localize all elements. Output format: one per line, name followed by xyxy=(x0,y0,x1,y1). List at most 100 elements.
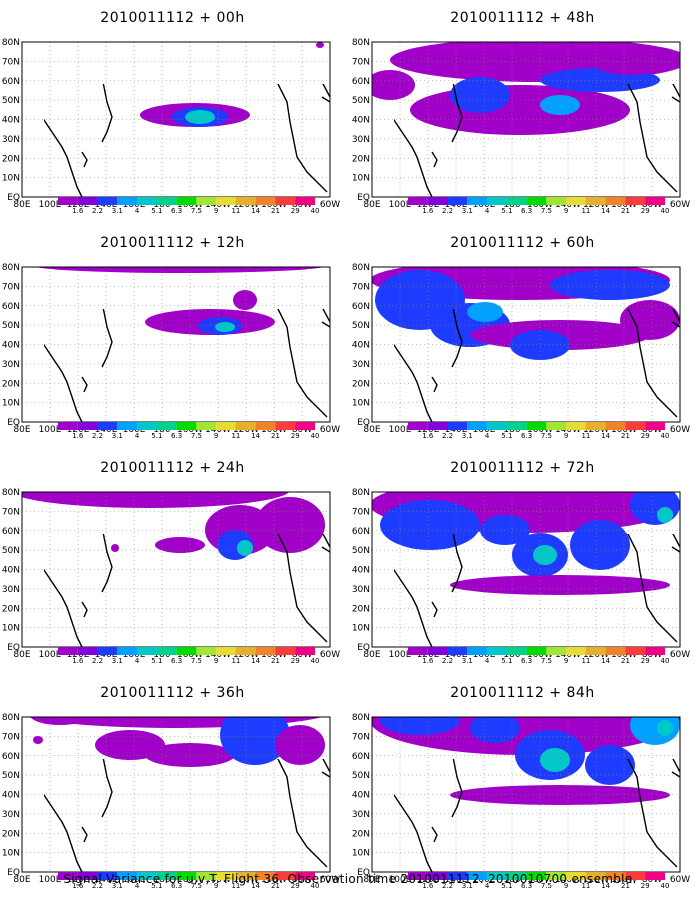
colorbar-swatch xyxy=(255,647,276,655)
colorbar-label: 40 xyxy=(661,207,670,215)
variance-blob xyxy=(533,545,557,565)
lat-tick-label: EQ xyxy=(357,418,370,428)
colorbar-label: 14 xyxy=(601,432,610,440)
colorbar-label: 40 xyxy=(311,657,320,665)
colorbar-swatch xyxy=(156,197,177,205)
colorbar-swatch xyxy=(275,872,296,880)
lon-tick-label: 60W xyxy=(320,200,340,210)
forecast-panel-84h: 2010011112 + 84h80E100E120E140E160E18016… xyxy=(350,675,695,900)
colorbar-label: 4 xyxy=(135,882,140,890)
lat-tick-label: 20N xyxy=(352,154,370,164)
colorbar-label: 5.1 xyxy=(501,657,512,665)
lat-tick-label: EQ xyxy=(7,868,20,878)
colorbar-label: 2.2 xyxy=(442,882,453,890)
lon-tick-label: 60W xyxy=(670,200,690,210)
colorbar-label: 4 xyxy=(485,657,490,665)
lat-tick-label: 60N xyxy=(2,752,20,762)
colorbar-swatch xyxy=(58,872,78,880)
variance-blob xyxy=(111,544,119,552)
colorbar-label: 21 xyxy=(271,432,280,440)
colorbar-swatch xyxy=(117,647,138,655)
colorbar-label: 1.6 xyxy=(422,882,434,890)
colorbar-swatch xyxy=(176,197,197,205)
colorbar-label: 29 xyxy=(641,432,650,440)
coastline xyxy=(44,793,83,873)
colorbar-swatch xyxy=(275,647,296,655)
coastline xyxy=(44,568,83,648)
colorbar-swatch xyxy=(156,422,177,430)
variance-blob xyxy=(590,45,670,75)
colorbar-label: 3.1 xyxy=(112,657,123,665)
colorbar-label: 7.5 xyxy=(191,882,202,890)
coastline xyxy=(321,546,331,553)
colorbar-label: 2.2 xyxy=(92,207,103,215)
colorbar-swatch xyxy=(566,647,586,655)
lat-tick-label: 30N xyxy=(2,360,20,370)
colorbar-swatch xyxy=(77,872,98,880)
colorbar-label: 3.1 xyxy=(112,207,123,215)
colorbar-label: 7.5 xyxy=(541,432,552,440)
colorbar-label: 1.6 xyxy=(422,432,434,440)
colorbar-label: 1.6 xyxy=(422,657,434,665)
lat-tick-label: 10N xyxy=(352,624,370,634)
variance-blob xyxy=(467,302,503,322)
colorbar-swatch xyxy=(97,872,118,880)
colorbar-swatch xyxy=(566,422,586,430)
coastline xyxy=(627,534,678,643)
lat-tick-label: 10N xyxy=(2,849,20,859)
colorbar-swatch xyxy=(77,647,98,655)
coastline xyxy=(394,118,433,198)
colorbar-swatch xyxy=(216,647,236,655)
colorbar-swatch xyxy=(176,872,197,880)
lon-tick-label: 100E xyxy=(39,650,62,660)
colorbar-label: 2.2 xyxy=(442,432,453,440)
lat-tick-label: 60N xyxy=(352,302,370,312)
colorbar-label: 9 xyxy=(214,882,218,890)
coastline xyxy=(431,601,438,618)
colorbar-swatch xyxy=(196,647,217,655)
colorbar-swatch xyxy=(506,647,527,655)
lat-tick-label: 40N xyxy=(352,791,370,801)
colorbar-swatch xyxy=(645,197,665,205)
colorbar-swatch xyxy=(295,197,315,205)
colorbar-swatch xyxy=(645,422,665,430)
colorbar-swatch xyxy=(408,197,428,205)
colorbar-label: 6.3 xyxy=(521,882,532,890)
variance-blob xyxy=(585,745,635,785)
colorbar-label: 40 xyxy=(311,432,320,440)
lon-tick-label: 60W xyxy=(320,650,340,660)
colorbar-label: 9 xyxy=(214,432,218,440)
variance-blob xyxy=(22,492,290,508)
variance-blob xyxy=(155,537,205,553)
coastline xyxy=(81,376,88,393)
colorbar-label: 5.1 xyxy=(501,882,512,890)
panel-title-36h: 2010011112 + 36h xyxy=(100,685,245,701)
map-60h: 80E100E120E140E160E180160W140W120W100W80… xyxy=(352,263,690,440)
colorbar-swatch xyxy=(625,197,646,205)
lat-tick-label: 20N xyxy=(352,829,370,839)
variance-blob xyxy=(540,748,570,772)
coastline xyxy=(277,309,328,418)
colorbar-swatch xyxy=(137,422,157,430)
coastline xyxy=(81,601,88,618)
coastline xyxy=(394,343,433,423)
colorbar-label: 40 xyxy=(661,882,670,890)
colorbar-label: 5.1 xyxy=(151,657,162,665)
colorbar-swatch xyxy=(585,872,606,880)
colorbar-label: 11 xyxy=(231,207,240,215)
coastline xyxy=(671,321,681,328)
colorbar-label: 6.3 xyxy=(521,207,532,215)
colorbar-label: 4 xyxy=(485,882,490,890)
panel-title-84h: 2010011112 + 84h xyxy=(450,685,595,701)
colorbar-label: 4 xyxy=(135,207,140,215)
forecast-panel-00h: 2010011112 + 00h80E100E120E140E160E18016… xyxy=(0,0,345,225)
variance-blob xyxy=(316,42,324,48)
variance-blob xyxy=(233,290,257,310)
coastline xyxy=(322,534,331,548)
variance-blob xyxy=(570,520,630,570)
colorbar-label: 3.1 xyxy=(462,657,473,665)
coastline xyxy=(277,759,328,868)
variance-blob xyxy=(380,717,460,735)
colorbar-swatch xyxy=(566,872,586,880)
colorbar-label: 3.1 xyxy=(112,432,123,440)
